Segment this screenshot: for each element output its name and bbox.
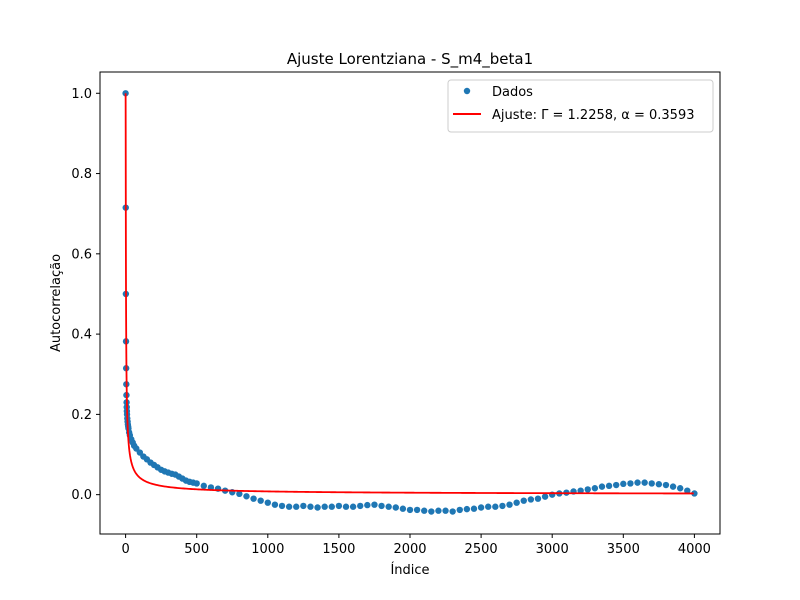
data-point [243, 493, 250, 500]
data-point [591, 485, 599, 492]
data-point [676, 485, 684, 492]
data-point [442, 507, 449, 514]
x-tick-label: 2000 [393, 542, 426, 557]
data-point [463, 505, 471, 513]
data-point [634, 479, 641, 486]
plot-area [99, 71, 721, 535]
data-point [541, 493, 549, 500]
data-point [236, 490, 243, 498]
y-tick-label: 1.0 [71, 87, 92, 102]
x-tick-label: 4000 [678, 542, 711, 557]
data-point [307, 503, 314, 510]
y-tick-label: 0.4 [71, 328, 92, 343]
legend-label-ajuste: Ajuste: Γ = 1.2258, α = 0.3593 [492, 108, 695, 123]
x-tick-label: 2500 [465, 542, 498, 557]
data-point [534, 495, 542, 502]
data-point [271, 501, 279, 508]
data-point [648, 480, 655, 487]
data-point [662, 481, 670, 489]
data-point [527, 496, 535, 503]
y-tick-label: 0.8 [71, 167, 92, 182]
data-point [264, 499, 271, 506]
data-point [499, 502, 506, 510]
legend-marker-dados [463, 87, 471, 95]
x-tick-label: 500 [184, 542, 209, 557]
data-point [257, 497, 264, 504]
data-point [577, 487, 584, 494]
data-point [449, 508, 456, 515]
data-point [456, 506, 463, 514]
data-point [598, 483, 606, 490]
data-point [413, 506, 421, 514]
data-point [485, 503, 492, 510]
data-point [520, 497, 527, 504]
data-point [392, 504, 399, 511]
data-point [278, 502, 286, 510]
data-point [200, 482, 208, 490]
data-point [406, 506, 414, 514]
data-point [435, 507, 442, 514]
data-point [335, 502, 343, 510]
data-point [357, 502, 364, 510]
x-tick-label: 3500 [607, 542, 640, 557]
x-tick-label: 1500 [322, 542, 355, 557]
y-tick-label: 0.6 [71, 247, 92, 262]
data-point [477, 504, 485, 511]
y-tick-label: 0.0 [71, 488, 92, 503]
data-point [285, 503, 293, 510]
data-point [250, 495, 257, 502]
data-point [605, 482, 613, 490]
data-point [492, 503, 499, 510]
data-point [684, 487, 691, 494]
legend: Dados Ajuste: Γ = 1.2258, α = 0.3593 [447, 79, 714, 133]
data-point [399, 505, 407, 512]
x-tick-label: 0 [121, 542, 129, 557]
y-tick-label: 0.2 [71, 408, 92, 423]
data-point [612, 481, 620, 489]
y-axis: 0.0 0.2 0.4 0.6 0.8 1.0 [71, 87, 100, 503]
data-point [669, 483, 677, 490]
data-point [506, 501, 513, 508]
x-tick-label: 1000 [251, 542, 284, 557]
data-point [300, 502, 307, 510]
x-axis-label: Índice [390, 562, 429, 578]
fit-line [124, 93, 694, 495]
data-point [342, 503, 350, 510]
data-point [620, 480, 627, 488]
chart-title: Ajuste Lorentziana - S_m4_beta1 [287, 50, 533, 69]
legend-label-dados: Dados [492, 85, 533, 100]
fit-layer [124, 93, 694, 495]
data-point [371, 501, 378, 508]
data-point [349, 503, 357, 510]
legend-box [447, 79, 714, 133]
data-point [470, 505, 478, 512]
data-point [655, 481, 663, 488]
data-point [385, 503, 392, 510]
data-point [513, 499, 520, 506]
data-point [584, 486, 591, 493]
data-point [293, 503, 300, 510]
x-axis: 0 500 1000 1500 2000 2500 3000 3500 4000 [121, 534, 711, 557]
data-point [364, 501, 371, 509]
data-point [378, 502, 385, 510]
y-axis-label: Autocorrelação [49, 254, 64, 352]
data-layer [122, 90, 698, 515]
data-point [321, 503, 328, 510]
data-point [193, 480, 200, 487]
data-point [641, 479, 648, 486]
data-point [328, 503, 335, 510]
data-point [627, 480, 634, 487]
data-point [421, 507, 428, 514]
data-point [428, 508, 435, 515]
data-point [691, 490, 698, 497]
x-tick-label: 3000 [536, 542, 569, 557]
data-point [314, 504, 321, 511]
